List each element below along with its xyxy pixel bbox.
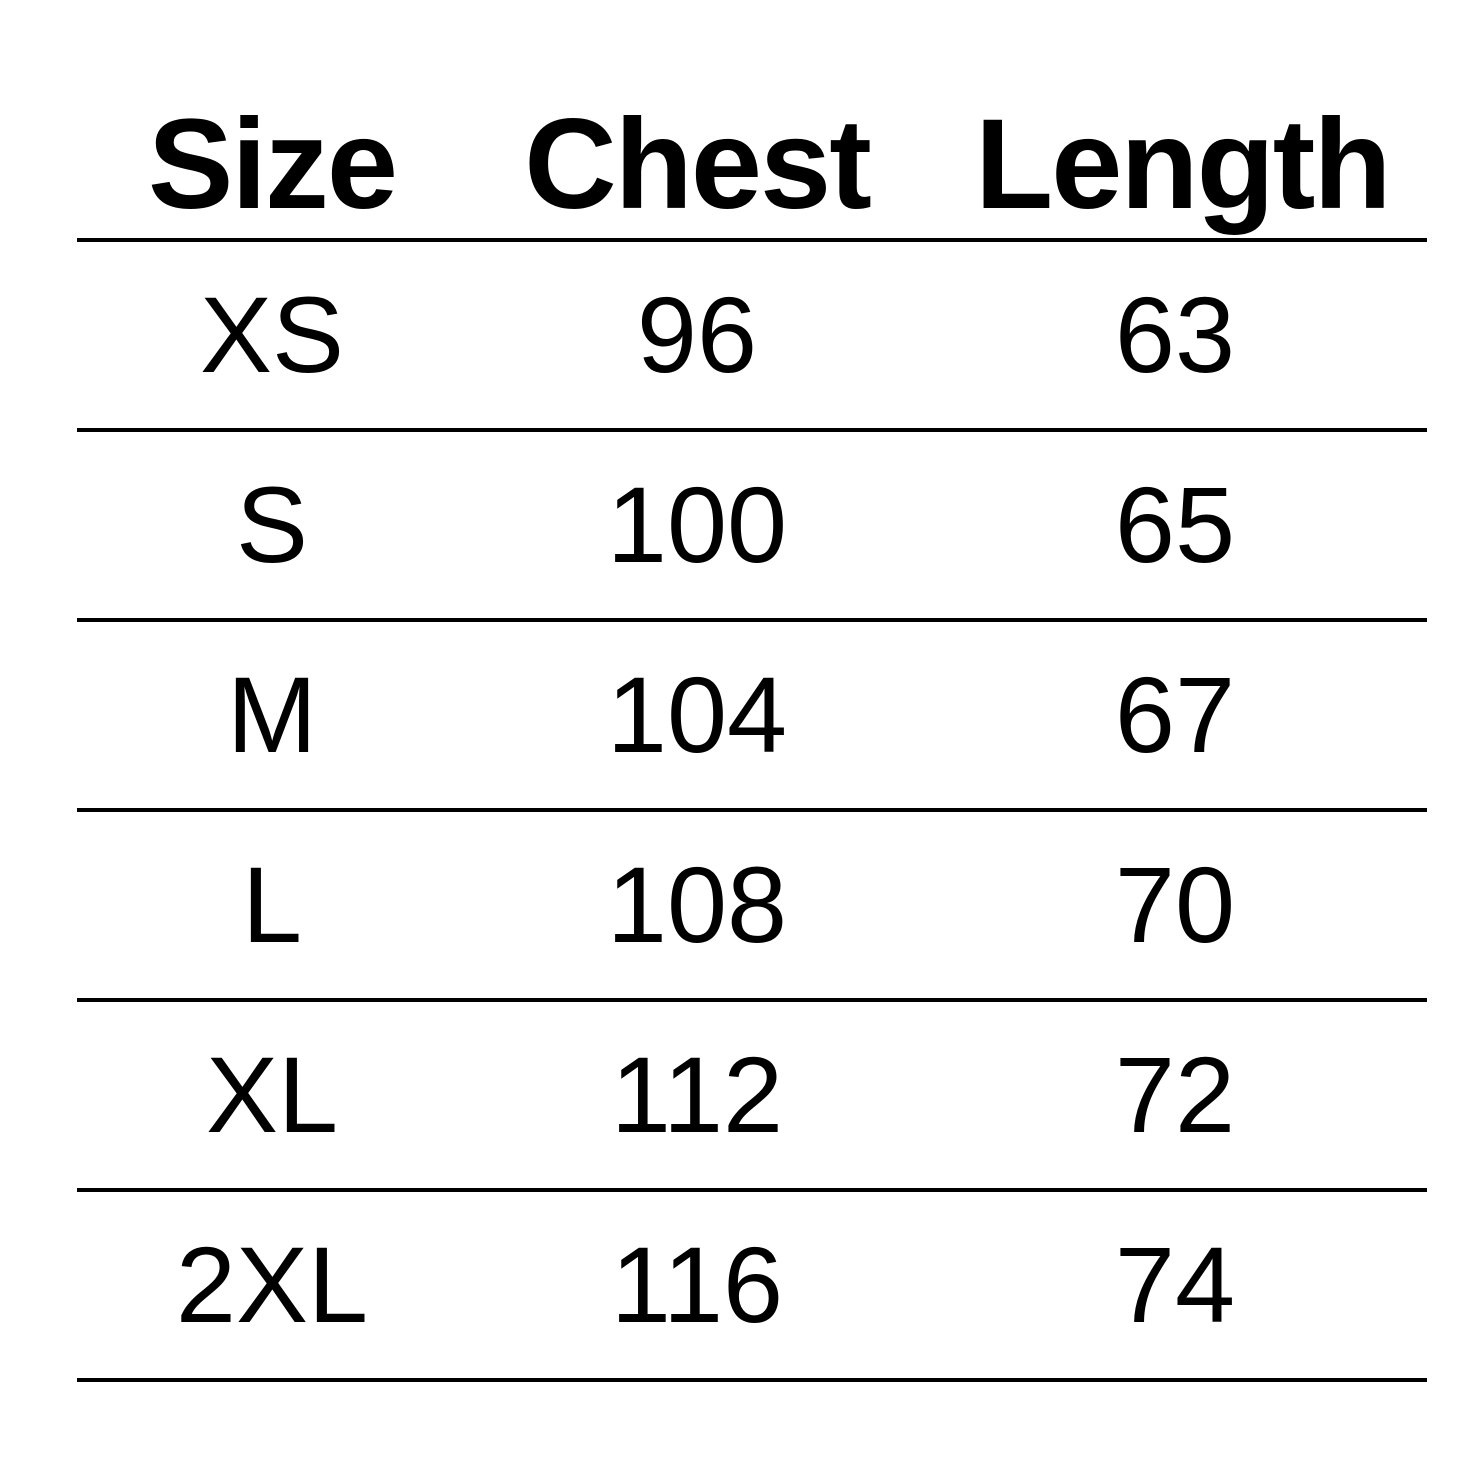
length-cell: 70 (1114, 844, 1236, 965)
table-row: XS 96 63 (0, 240, 1471, 430)
row-divider (77, 1378, 1427, 1382)
row-divider (77, 238, 1427, 242)
chest-cell: 104 (606, 654, 788, 775)
table-row: XL 112 72 (0, 1000, 1471, 1190)
length-cell: 67 (1114, 654, 1236, 775)
row-divider (77, 428, 1427, 432)
length-cell: 63 (1114, 274, 1236, 395)
length-cell: 72 (1114, 1034, 1236, 1155)
table-row: M 104 67 (0, 620, 1471, 810)
row-divider (77, 618, 1427, 622)
table-row: 2XL 116 74 (0, 1190, 1471, 1380)
chest-cell: 112 (610, 1034, 784, 1155)
size-cell: XS (199, 274, 345, 395)
size-cell: S (235, 464, 309, 585)
row-divider (77, 1188, 1427, 1192)
size-cell: L (241, 844, 303, 965)
row-divider (77, 998, 1427, 1002)
table-row: L 108 70 (0, 810, 1471, 1000)
chest-cell: 100 (606, 464, 788, 585)
table-row: S 100 65 (0, 430, 1471, 620)
chest-cell: 96 (636, 274, 758, 395)
chest-cell: 108 (606, 844, 788, 965)
row-divider (77, 808, 1427, 812)
length-cell: 74 (1114, 1224, 1236, 1345)
length-cell: 65 (1114, 464, 1236, 585)
chest-cell: 116 (610, 1224, 784, 1345)
size-cell: XL (205, 1034, 339, 1155)
header-length: Length (975, 93, 1392, 236)
size-cell: M (227, 654, 317, 775)
header-chest: Chest (524, 93, 872, 236)
size-cell: 2XL (175, 1224, 369, 1345)
header-size: Size (147, 93, 398, 236)
